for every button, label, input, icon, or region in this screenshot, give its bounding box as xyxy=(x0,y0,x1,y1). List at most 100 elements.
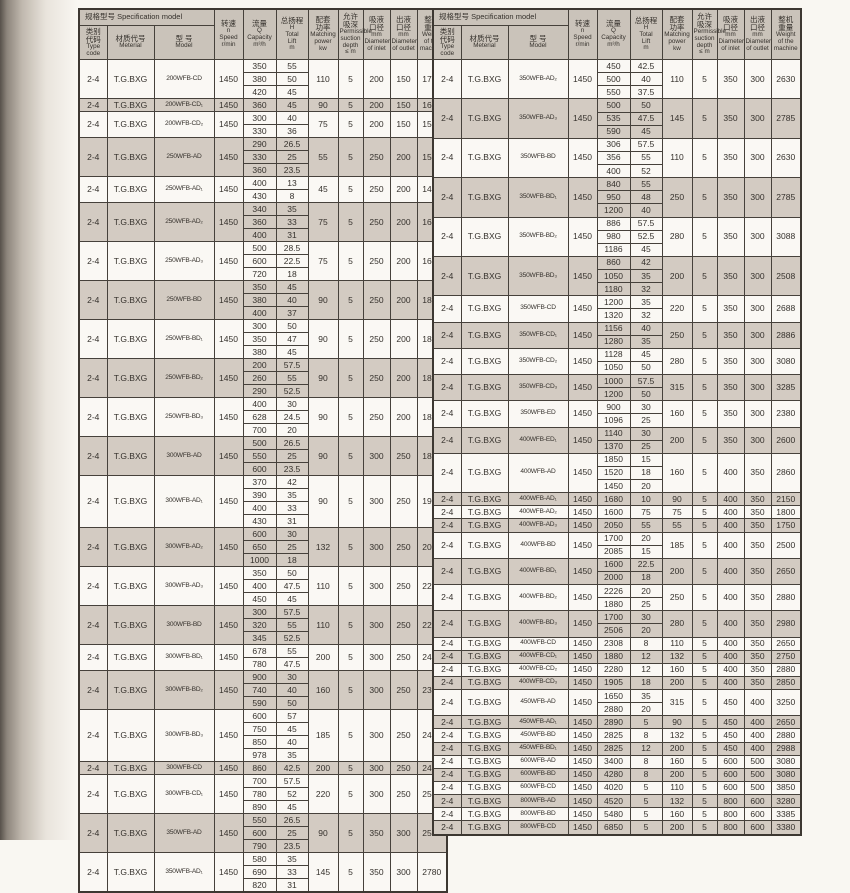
col-header-line: Capacity xyxy=(247,34,272,42)
cell-capacity: 1850 xyxy=(596,452,631,467)
table-row: 1180 32 xyxy=(433,282,801,297)
cell-capacity: 1880 xyxy=(596,597,631,612)
cell-capacity: 1650 xyxy=(596,688,631,704)
cell-suction: 5 xyxy=(337,605,364,645)
cell-material: T.G.BXG xyxy=(460,505,509,520)
table-row: 2-4 T.G.BXG 400WFB-CD 1450 2308 8 110 5 400 350 26… xyxy=(432,636,802,651)
cell-capacity: 1280 xyxy=(596,334,631,349)
col-header-line: Speed xyxy=(573,34,592,42)
cell-suction: 5 xyxy=(691,557,718,586)
cell-outlet: 300 xyxy=(389,813,418,853)
cell-capacity: 890 xyxy=(242,800,277,814)
cell-type-code: 2-4 xyxy=(78,98,108,112)
cell-lift: 30 xyxy=(629,400,663,415)
col-header-line: mm xyxy=(398,31,409,39)
table-row: 2880 20 xyxy=(433,702,801,717)
col-header-line: power xyxy=(668,38,686,46)
cell-lift: 55 xyxy=(275,644,309,658)
cell-model: 350WFB-BD₃ xyxy=(507,255,569,297)
table-row: 1200 50 xyxy=(433,387,801,402)
cell-power: 160 xyxy=(661,754,693,769)
col-header-line: Model xyxy=(175,42,193,50)
cell-capacity: 300 xyxy=(242,605,277,619)
cell-capacity: 260 xyxy=(242,371,277,385)
table-row: 628 24.5 xyxy=(79,410,447,424)
cell-outlet: 350 xyxy=(743,636,772,651)
table-row: 2-4T.G.BXG200WFB-CD₂14503004075520015015… xyxy=(78,111,448,138)
cell-outlet: 500 xyxy=(743,767,772,782)
cell-suction: 5 xyxy=(337,813,364,853)
cell-material: T.G.BXG xyxy=(460,58,509,100)
table-row: 2085 15 xyxy=(433,544,801,559)
cell-lift: 33 xyxy=(275,501,309,515)
cell-weight: 3850 xyxy=(770,780,802,796)
cell-weight: 3380 xyxy=(770,820,802,836)
cell-type-code: 2-4 xyxy=(78,852,108,893)
cell-inlet: 300 xyxy=(362,566,391,606)
table-row: 2-4T.G.BXG300WFB-AD₁14503704290530025019… xyxy=(78,475,448,528)
cell-lift: 8 xyxy=(629,636,663,651)
cell-capacity: 600 xyxy=(242,826,277,840)
cell-type-code: 2-4 xyxy=(432,767,462,782)
cell-lift: 50 xyxy=(275,566,309,580)
cell-capacity: 1000 xyxy=(596,373,631,389)
table-row: 2-4 T.G.BXG 800WFB-AD 1450 4520 5 132 5 800 600 32… xyxy=(432,793,802,809)
cell-material: T.G.BXG xyxy=(460,675,509,691)
spec-table-left: 规格型号 Specification model 转速 n Speed r/min 流量 Q… xyxy=(78,8,448,893)
table-body: 2-4 T.G.BXG 350WFB-AD₂ 1450 450 42.5 110 5 350 30… xyxy=(432,58,802,836)
cell-type-code: 2-4 xyxy=(78,644,108,671)
cell-lift: 12 xyxy=(629,649,663,664)
cell-power: 200 xyxy=(661,255,693,297)
cell-outlet: 250 xyxy=(389,605,418,645)
cell-outlet: 600 xyxy=(743,793,772,809)
cell-lift: 20 xyxy=(275,423,309,437)
cell-inlet: 250 xyxy=(362,137,391,177)
cell-capacity: 550 xyxy=(596,85,631,100)
col-header-line: mm xyxy=(752,31,763,39)
table-row: 290 52.5 xyxy=(79,384,447,398)
col-header-line: 类别 xyxy=(439,26,455,36)
cell-capacity: 330 xyxy=(242,150,277,164)
cell-capacity: 4020 xyxy=(596,780,631,796)
cell-inlet: 350 xyxy=(716,255,745,297)
cell-power: 185 xyxy=(661,531,693,559)
table-row: 2-4 T.G.BXG 400WFB-CD₂ 1450 2280 12 160 5 400 350… xyxy=(432,662,802,677)
cell-capacity: 500 xyxy=(242,241,277,255)
cell-capacity: 978 xyxy=(242,748,277,762)
cell-speed: 1450 xyxy=(567,688,598,717)
cell-lift: 52.5 xyxy=(275,384,309,398)
cell-speed: 1450 xyxy=(567,583,598,612)
table-row: 2-4 T.G.BXG 450WFB-BD 1450 2825 8 132 5 450 400 28… xyxy=(432,728,802,743)
table-row: 980 52.5 xyxy=(433,229,801,244)
col-header-line: 型 号 xyxy=(529,34,547,44)
col-header-line: Type xyxy=(86,42,101,50)
cell-material: T.G.BXG xyxy=(460,741,509,756)
col-header-line: machine xyxy=(773,44,798,52)
col-header-outlet: 出液 口径 mm Diameter of outlet xyxy=(389,8,418,60)
cell-lift: 57 xyxy=(275,709,309,723)
cell-capacity: 1200 xyxy=(596,203,631,218)
table-row: 2-4T.G.BXG300WFB-AD₃14503505011053002502… xyxy=(78,566,448,606)
cell-outlet: 400 xyxy=(743,715,772,730)
cell-weight: 2500 xyxy=(770,531,802,559)
cell-material: T.G.BXG xyxy=(460,347,509,376)
cell-material: T.G.BXG xyxy=(460,754,509,769)
table-row: 2-4 T.G.BXG 350WFB-ED 1450 900 30 160 5 350 300 23… xyxy=(432,400,802,428)
col-header-line: Lift xyxy=(641,37,651,45)
cell-capacity: 1450 xyxy=(596,478,631,494)
cell-power: 280 xyxy=(661,216,693,257)
cell-capacity: 590 xyxy=(596,124,631,139)
cell-lift: 25 xyxy=(275,826,309,840)
cell-outlet: 200 xyxy=(389,176,418,203)
cell-model: 400WFB-CD xyxy=(507,636,569,651)
col-header-line: 吸液 xyxy=(369,15,384,25)
col-header-type-code: 类别 代码 Type code xyxy=(78,25,108,60)
col-header-line: Model xyxy=(529,42,547,50)
cell-capacity: 600 xyxy=(242,709,277,723)
cell-inlet: 300 xyxy=(362,709,391,762)
table-row: 400 52 xyxy=(433,163,801,179)
cell-suction: 5 xyxy=(337,111,364,138)
cell-lift: 40 xyxy=(275,293,309,307)
cell-model: 300WFB-BD₂ xyxy=(153,670,215,710)
cell-lift: 15 xyxy=(629,452,663,467)
